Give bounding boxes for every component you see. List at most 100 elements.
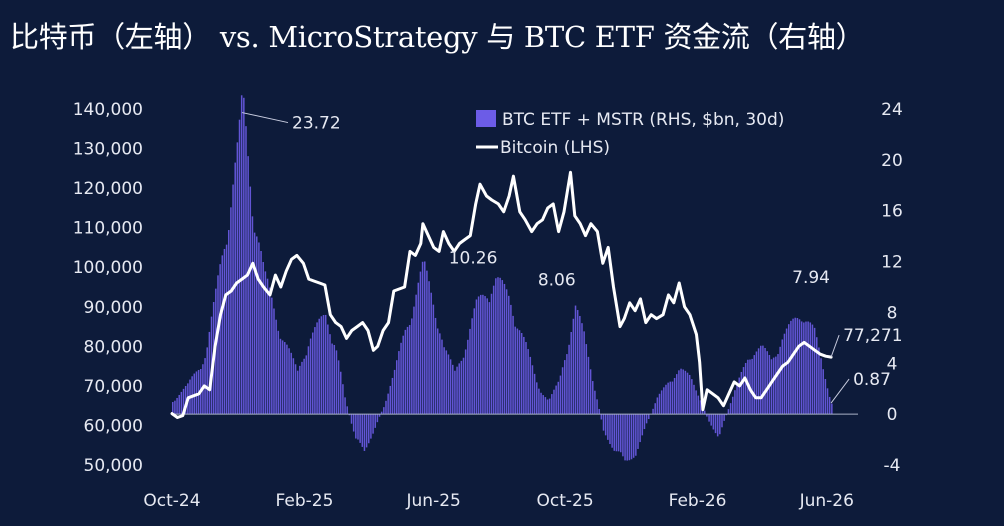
flow-bar <box>256 236 258 415</box>
flow-bar <box>719 414 721 435</box>
flow-bar <box>424 261 426 415</box>
flow-bar <box>426 270 428 415</box>
flow-bar <box>454 370 456 415</box>
flow-bar <box>813 327 816 415</box>
flow-bar <box>398 351 400 415</box>
flow-bar <box>536 382 538 415</box>
flow-bar <box>219 264 221 415</box>
right-tick-label: 0 <box>887 405 898 425</box>
flow-bar <box>544 397 547 415</box>
flow-bar <box>482 294 484 415</box>
x-tick-label: Jun-25 <box>406 491 461 511</box>
flow-bar <box>363 414 366 451</box>
flow-bar <box>824 379 827 415</box>
flow-bar <box>652 408 654 415</box>
flow-bar <box>648 414 650 419</box>
flow-bar <box>350 414 353 424</box>
flow-bar <box>516 328 519 415</box>
flow-bar <box>807 321 809 415</box>
flow-bar <box>671 381 674 415</box>
flow-bar <box>699 400 702 415</box>
flow-bar <box>772 357 775 415</box>
flow-bar <box>688 374 691 415</box>
flow-bar <box>775 356 777 415</box>
flow-bar <box>604 414 607 436</box>
legend-label-line: Bitcoin (LHS) <box>500 138 610 158</box>
flow-bar <box>277 330 280 415</box>
flow-bar <box>736 383 738 415</box>
flow-bar <box>299 365 301 415</box>
flow-bar <box>260 250 262 415</box>
flow-bar <box>387 393 389 415</box>
annotation-label: 7.94 <box>792 268 830 288</box>
right-tick-label: 8 <box>887 303 898 323</box>
annotation-leader <box>830 378 850 404</box>
right-tick-label: 20 <box>881 151 903 171</box>
flow-bar <box>589 369 592 415</box>
flow-bar <box>296 370 299 415</box>
flow-bar <box>764 348 766 415</box>
flow-bar <box>587 356 590 415</box>
flow-bar <box>340 371 342 415</box>
flow-bar <box>365 414 368 448</box>
flow-bar <box>706 414 708 417</box>
flow-bar <box>273 308 275 415</box>
flow-bar <box>609 414 611 445</box>
flow-bar <box>415 294 417 415</box>
flow-bar <box>335 350 338 415</box>
flow-bar <box>236 142 239 415</box>
flow-bar <box>525 342 527 415</box>
flow-bar <box>357 414 359 440</box>
flow-bar <box>790 320 792 415</box>
flow-bar <box>346 406 348 415</box>
flow-bar <box>421 261 424 415</box>
flow-bar <box>230 207 232 415</box>
flow-bar <box>176 397 178 415</box>
flow-bar <box>555 385 557 415</box>
flow-bar <box>262 262 264 415</box>
flow-bar <box>663 387 665 415</box>
flow-bar <box>406 326 409 415</box>
right-axis: -4 0 4 8 12 16 20 24 <box>881 100 903 476</box>
flow-bar <box>324 314 327 415</box>
flow-bar <box>708 414 710 422</box>
flow-bar <box>716 414 719 437</box>
flow-bar <box>232 184 234 415</box>
flow-bar <box>258 242 260 415</box>
flow-bar <box>684 370 687 415</box>
flow-bar <box>751 358 753 415</box>
flow-bar <box>796 318 799 415</box>
flow-bar <box>380 411 383 415</box>
flow-bar <box>712 414 715 430</box>
flow-bar <box>643 414 646 430</box>
flow-bar <box>803 322 805 415</box>
flow-bar <box>249 186 252 415</box>
flow-bar <box>579 315 581 415</box>
left-tick-label: 100,000 <box>73 258 143 278</box>
flow-bar <box>538 388 540 415</box>
left-tick-label: 50,000 <box>84 456 143 476</box>
flow-bar <box>400 342 402 415</box>
flow-bar <box>704 410 706 415</box>
flow-bar <box>831 403 833 415</box>
flow-bar <box>585 344 588 415</box>
annotation-label: 0.87 <box>853 370 891 390</box>
chart-title: 比特币（左轴） vs. MicroStrategy 与 BTC ETF 资金流（… <box>10 20 865 54</box>
flow-bar <box>184 385 187 415</box>
flow-bar <box>529 356 532 415</box>
flow-bar <box>331 343 333 415</box>
flow-bar <box>499 277 501 415</box>
x-tick-label: Oct-25 <box>536 491 593 511</box>
flow-bar <box>630 414 633 460</box>
flow-bar <box>460 360 463 415</box>
flow-bar <box>368 414 370 444</box>
flow-bar <box>458 363 460 415</box>
flow-bar <box>714 414 717 434</box>
flow-bar <box>488 302 491 415</box>
flow-bar <box>434 317 437 415</box>
flow-bar <box>682 369 684 415</box>
flow-bar <box>402 335 404 415</box>
flow-bar <box>669 381 672 415</box>
flow-bar <box>307 346 310 415</box>
flow-bar <box>676 374 678 415</box>
